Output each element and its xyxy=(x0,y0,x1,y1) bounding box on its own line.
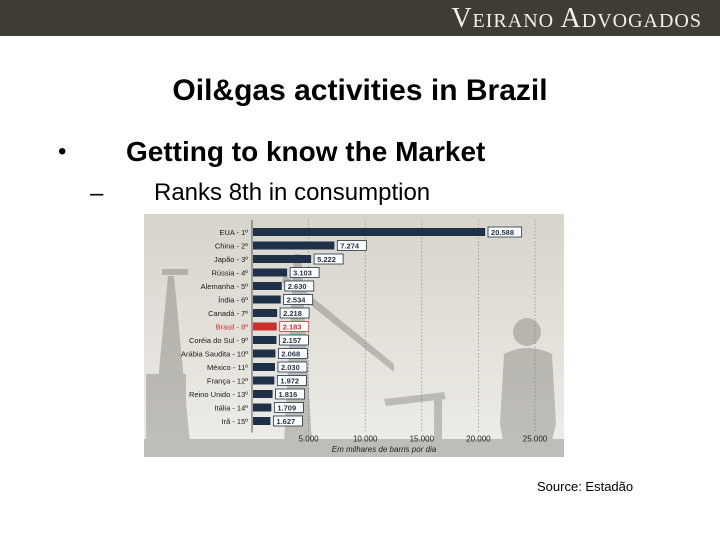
bar xyxy=(253,268,288,277)
x-tick-label: 20.000 xyxy=(466,435,491,444)
category-label: Itália - 14º xyxy=(214,404,248,413)
bullet-marker: • xyxy=(58,138,67,165)
value-label-box xyxy=(336,240,367,251)
bar xyxy=(253,349,276,358)
bar xyxy=(253,390,273,398)
value-label: 1.709 xyxy=(277,404,296,413)
value-label: 5.222 xyxy=(317,255,336,264)
value-label: 2.030 xyxy=(281,363,300,372)
chart-background xyxy=(144,214,564,457)
bar xyxy=(253,322,277,331)
source-note: Source: Estadão xyxy=(537,479,634,494)
bar xyxy=(253,282,282,290)
value-label-box xyxy=(275,388,305,400)
value-label: 2.218 xyxy=(283,309,302,318)
value-label: 20.588 xyxy=(491,228,514,237)
category-label: EUA - 1º xyxy=(219,228,248,237)
chart-bars xyxy=(253,228,486,425)
value-label: 1.627 xyxy=(276,417,295,426)
category-label: Coréia do Sul - 9º xyxy=(189,336,248,345)
bar xyxy=(253,309,278,317)
value-label: 2.068 xyxy=(281,350,300,359)
header-bar: Veirano Advogados xyxy=(0,0,720,36)
value-label-box xyxy=(279,307,310,319)
category-label: Rússia - 4º xyxy=(211,269,248,278)
bar xyxy=(253,228,486,236)
bar xyxy=(253,376,275,385)
value-label-box xyxy=(289,267,320,278)
category-label: Canadá - 7º xyxy=(208,309,248,318)
value-label-box xyxy=(273,402,304,413)
category-label: México - 11º xyxy=(207,363,248,372)
value-label-box xyxy=(277,361,308,373)
category-labels: EUA - 1º China - 2º Japão - 3º Rússia - 4º A… xyxy=(181,228,248,426)
value-label-box xyxy=(273,415,303,427)
bar-chart-svg: EUA - 1º China - 2º Japão - 3º Rússia - 4º A… xyxy=(144,214,564,457)
value-label: 3.103 xyxy=(293,269,312,278)
value-label-box xyxy=(487,226,523,238)
value-label: 2.183 xyxy=(283,323,302,332)
bar xyxy=(253,417,271,425)
category-label: França - 12º xyxy=(207,377,248,386)
x-tick-labels: 5.000 10.000 15.000 20.000 25.000 xyxy=(299,435,548,444)
value-label: 2.534 xyxy=(287,296,307,305)
value-label: 7.274 xyxy=(340,242,360,251)
category-label: Brasil - 8º xyxy=(216,323,249,332)
value-label-box xyxy=(279,321,310,332)
category-label: Índia - 6º xyxy=(218,296,248,305)
bar xyxy=(253,336,277,344)
category-label: China - 2º xyxy=(215,242,248,251)
value-label-box xyxy=(313,253,344,265)
value-label-box xyxy=(276,375,307,386)
value-label: 1.816 xyxy=(279,390,298,399)
bar xyxy=(253,363,275,371)
bullet-text: Getting to know the Market xyxy=(126,136,486,167)
firm-logo: Veirano Advogados xyxy=(451,3,702,34)
value-label-box xyxy=(283,294,314,305)
bar xyxy=(253,255,312,263)
value-label-box xyxy=(278,348,308,359)
x-tick-label: 5.000 xyxy=(299,435,320,444)
value-label: 1.972 xyxy=(280,377,299,386)
value-label: 2.157 xyxy=(282,336,301,345)
value-label-box xyxy=(279,334,309,346)
x-axis-label: Em milhares de barris por dia xyxy=(332,445,437,454)
slide-title: Oil&gas activities in Brazil xyxy=(172,74,548,107)
sub-bullet-text: Ranks 8th in consumption xyxy=(154,179,431,206)
bar xyxy=(253,241,335,250)
value-label: 2.630 xyxy=(288,282,307,291)
x-tick-label: 15.000 xyxy=(410,435,435,444)
category-label: Irã - 15º xyxy=(222,417,249,426)
consumption-chart: EUA - 1º China - 2º Japão - 3º Rússia - 4º A… xyxy=(144,214,564,457)
category-label: Arábia Saudita - 10º xyxy=(181,350,248,359)
category-label: Alemanha - 5º xyxy=(201,282,249,291)
x-tick-label: 10.000 xyxy=(353,435,378,444)
x-tick-label: 25.000 xyxy=(523,435,548,444)
sub-bullet-marker: – xyxy=(90,180,104,207)
bar xyxy=(253,403,272,412)
value-labels: 20.588 7.274 5.222 3.103 2.630 2.534 2.218 2.18… xyxy=(273,226,523,427)
bar xyxy=(253,295,281,304)
category-label: Reino Unido - 13º xyxy=(189,390,248,399)
category-label: Japão - 3º xyxy=(214,255,248,264)
value-label-box xyxy=(284,280,315,292)
